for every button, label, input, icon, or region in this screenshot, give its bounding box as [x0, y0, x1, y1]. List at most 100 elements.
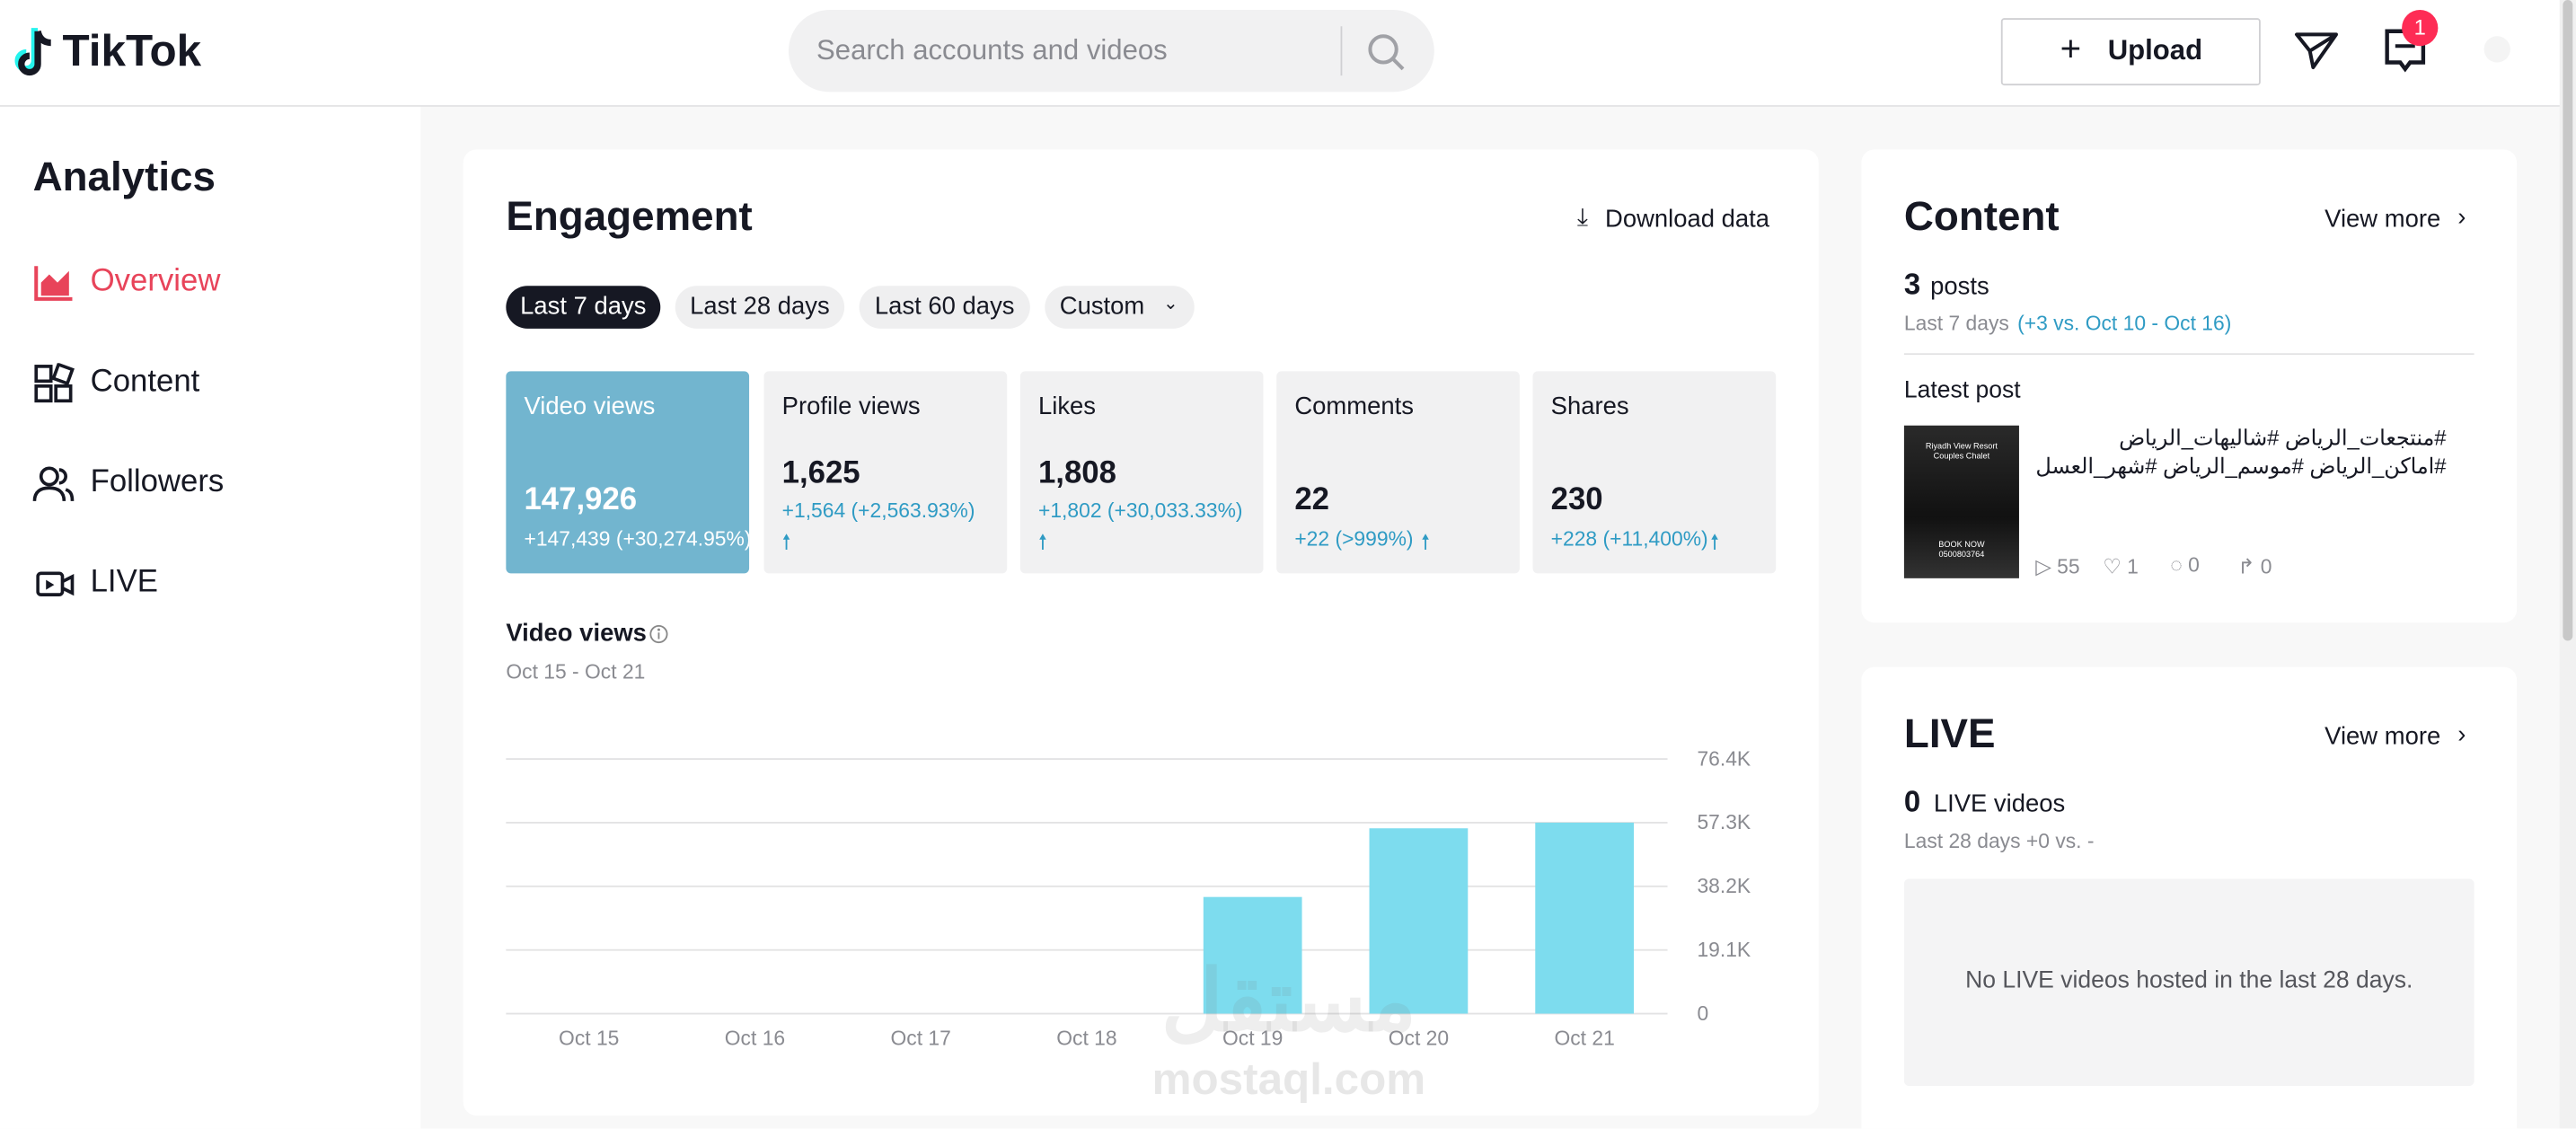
upload-button[interactable] — [2000, 18, 2261, 86]
plus-icon: + — [2060, 28, 2082, 69]
sidebar-title: Analytics — [32, 154, 216, 201]
stat: 0 — [2260, 555, 2272, 578]
thumb-text: BOOK NOW — [1938, 540, 1985, 551]
thumb-text: Riyadh View Resort — [1925, 442, 1998, 452]
metric-value: 1,808 — [1037, 456, 1116, 491]
period: Last 28 days +0 vs. - — [1903, 829, 2095, 853]
menu-item[interactable]: Content — [90, 365, 200, 400]
x-tick-label: Oct 21 — [1554, 1026, 1614, 1049]
menu-item[interactable]: Followers — [90, 464, 225, 500]
metric-change: +1,564 (+2,563.93%) — [781, 499, 975, 523]
range-pill[interactable]: Last 60 days — [859, 286, 1030, 329]
download-link[interactable]: Download data — [1605, 205, 1770, 234]
stat: 0 — [2188, 553, 2200, 578]
metric-card[interactable]: Video views 147,926 +147,439 (+30,274.95%) — [506, 371, 750, 574]
followers-icon — [32, 466, 75, 501]
x-tick-label: Oct 16 — [725, 1026, 785, 1049]
view-more[interactable]: View more — [2325, 722, 2441, 751]
stat-likes: ♡ 1 — [2103, 555, 2139, 578]
overview-icon — [34, 266, 73, 301]
metric-label: Likes — [1037, 393, 1097, 421]
messages-icon[interactable] — [2293, 30, 2339, 73]
posts-count: 3 — [1903, 268, 1921, 301]
metric-value: 230 — [1550, 482, 1603, 518]
comparison: (+3 vs. Oct 10 - Oct 16) — [2017, 312, 2232, 336]
card-title: Engagement — [506, 193, 753, 241]
stat: 1 — [2127, 555, 2139, 578]
period: Last 7 days — [1903, 312, 2009, 336]
up-arrow: 🠕 — [781, 530, 791, 554]
metric-card[interactable]: Shares 230 +228 (+11,400%) 🠕 — [1532, 371, 1777, 574]
inbox-badge: 1 — [2402, 9, 2439, 47]
stat: 55 — [2057, 555, 2080, 578]
x-tick-label: Oct 19 — [1222, 1026, 1283, 1049]
metric-value: 147,926 — [524, 482, 638, 518]
metric-card[interactable]: Comments 22 +22 (>999%) 🠕 — [1276, 371, 1520, 574]
menu-item[interactable]: Overview — [90, 264, 221, 299]
y-tick-label: 19.1K — [1697, 938, 1751, 961]
chart: 0 19.1K 38.2K 57.3K 76.4K Oct 15 Oct 16 Oct 17 O… — [506, 746, 1751, 1049]
y-tick-label: 0 — [1697, 1001, 1708, 1025]
live-count-label: LIVE videos — [1933, 789, 2066, 818]
up-arrow: 🠕 — [1710, 530, 1719, 554]
bar — [1203, 896, 1302, 1014]
logo-icon — [14, 28, 51, 76]
y-tick-label: 38.2K — [1697, 874, 1751, 897]
live-icon — [36, 571, 75, 596]
search-icon[interactable] — [1365, 31, 1408, 75]
empty-text: No LIVE videos hosted in the last 28 day… — [1965, 967, 2413, 994]
posts-label: posts — [1930, 272, 1989, 301]
metric-card[interactable]: Likes 1,808 +1,802 (+30,033.33%) 🠕 — [1019, 371, 1264, 574]
x-tick-label: Oct 15 — [559, 1026, 619, 1049]
empty-box — [1903, 878, 2475, 1087]
view-more[interactable]: View more — [2325, 205, 2441, 234]
metric-label: Comments — [1294, 393, 1414, 421]
metric-card[interactable]: Profile views 1,625 +1,564 (+2,563.93%) 🠕 — [763, 371, 1008, 574]
search-box[interactable] — [788, 9, 1434, 93]
live-count: 0 — [1903, 785, 1921, 818]
x-tick-label: Oct 18 — [1056, 1026, 1116, 1049]
card-title: LIVE — [1903, 710, 1996, 758]
caption[interactable]: #منتجعات_الرياض #شاليهات_الرياض #اماكن_ا… — [2035, 425, 2447, 479]
y-tick-label: 57.3K — [1697, 810, 1751, 834]
metric-label: Profile views — [781, 393, 921, 421]
download-icon: ⤓ — [1576, 203, 1589, 232]
range-pill[interactable]: Last 28 days — [675, 286, 845, 329]
latest-label: Latest post — [1903, 377, 2021, 404]
stat-views: ▷ 55 — [2035, 555, 2080, 578]
scrollbar-thumb[interactable] — [2563, 0, 2573, 641]
range-pill[interactable]: Custom — [1045, 286, 1195, 329]
metric-change: +228 (+11,400%) — [1550, 527, 1708, 551]
info-icon[interactable] — [648, 624, 668, 644]
stat-comments: ◌ 0 — [2170, 553, 2200, 578]
chevron: › — [2457, 203, 2466, 232]
avatar[interactable] — [2483, 36, 2510, 63]
thumb-text: Couples Chalet — [1933, 451, 1990, 462]
menu-item[interactable]: LIVE — [90, 565, 158, 600]
metric-value: 1,625 — [781, 456, 860, 491]
x-tick-label: Oct 20 — [1389, 1026, 1449, 1049]
card-title: Content — [1903, 193, 2060, 241]
metric-label: Video views — [524, 393, 656, 421]
watermark: mostaql.com — [1151, 1054, 1426, 1105]
sidebar — [0, 106, 421, 1129]
chevron: › — [2457, 720, 2466, 750]
metric-value: 22 — [1294, 482, 1329, 518]
x-tick-label: Oct 17 — [891, 1026, 951, 1049]
up-arrow: 🠕 — [1421, 530, 1430, 554]
metric-change: +1,802 (+30,033.33%) — [1037, 499, 1243, 523]
range-pill[interactable]: Last 7 days — [506, 286, 661, 329]
stat-shares: ↱ 0 — [2237, 555, 2272, 578]
metric-label: Shares — [1550, 393, 1629, 421]
metric-change: +147,439 (+30,274.95%) — [524, 527, 750, 551]
logo[interactable]: TikTok — [62, 26, 202, 76]
y-tick-label: 76.4K — [1697, 746, 1751, 770]
chart-range: Oct 15 - Oct 21 — [506, 660, 646, 684]
search-placeholder: Search accounts and videos — [816, 34, 1168, 66]
bar — [1535, 822, 1635, 1014]
thumb-text: 0500803764 — [1938, 550, 1985, 560]
divider — [1340, 26, 1343, 76]
thumbnail[interactable]: Riyadh View Resort Couples Chalet BOOK NO… — [1903, 425, 2019, 578]
